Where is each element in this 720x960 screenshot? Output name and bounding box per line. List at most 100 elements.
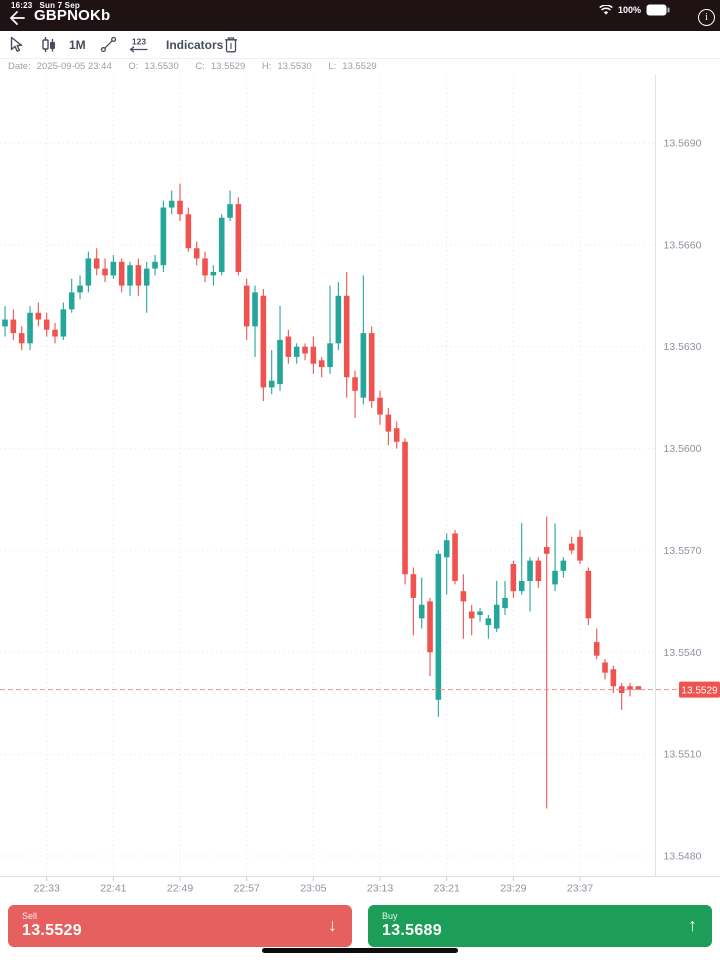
buy-button[interactable]: Buy 13.5689 ↑ — [368, 905, 712, 947]
price-axis-label: 13.5480 — [664, 850, 702, 862]
candle-body — [627, 686, 633, 690]
candle-body — [502, 597, 508, 609]
candle-body — [277, 339, 283, 385]
time-axis-label: 22:41 — [100, 883, 126, 895]
candle-body — [285, 336, 292, 357]
candle-body — [202, 258, 208, 276]
candle-body — [85, 258, 92, 286]
info-date-value: 2025-09-05 23:44 — [36, 61, 112, 72]
candle-body — [402, 441, 408, 575]
candle-body — [77, 285, 83, 293]
current-price-label — [679, 681, 720, 698]
candle-body — [535, 560, 542, 581]
candle-body — [18, 333, 25, 344]
candle-body — [468, 611, 475, 619]
candle-body — [377, 397, 383, 415]
time-axis-label: 23:13 — [367, 883, 393, 895]
wifi-icon — [599, 4, 613, 15]
status-clock: 16:23 Sun 7 Sep — [11, 1, 87, 10]
indicators-button[interactable]: Indicators — [166, 31, 223, 58]
symbol-title: GBPNOKb — [34, 7, 111, 24]
candle-body — [602, 662, 608, 673]
candle-body — [302, 346, 308, 354]
candle-body — [552, 570, 558, 585]
candle-body — [343, 295, 350, 378]
candle-body — [227, 204, 233, 218]
candle-body — [418, 604, 425, 619]
price-axis-label: 13.5570 — [664, 545, 702, 557]
candle-body — [518, 580, 525, 592]
candle-body — [360, 333, 367, 398]
candle-body — [243, 285, 250, 327]
trendline-icon — [100, 36, 117, 53]
candle-body — [327, 343, 333, 368]
candle-body — [593, 642, 600, 656]
trendline-tool-button[interactable] — [100, 31, 117, 58]
candle-body — [435, 553, 442, 700]
candle-body — [427, 601, 433, 653]
timeframe-label: 1M — [69, 37, 86, 52]
home-indicator[interactable] — [262, 948, 458, 953]
candle-body — [543, 547, 550, 554]
trash-icon — [225, 36, 237, 52]
ohlc-info-bar: Date: 2025-09-05 23:44 O: 13.5530 C: 13.552… — [8, 61, 383, 72]
numbers-tool-icon: 123 — [129, 37, 148, 53]
candle-body — [260, 295, 267, 388]
battery-icon — [646, 4, 670, 16]
sell-price: 13.5529 — [22, 922, 82, 939]
time-axis-label: 22:57 — [234, 883, 260, 895]
back-arrow-icon — [10, 11, 25, 25]
header-bar: 16:23 Sun 7 Sep GBPNOKb 100% i — [0, 0, 720, 31]
buy-price: 13.5689 — [382, 922, 442, 939]
candle-body — [335, 295, 342, 344]
current-price-text: 13.5529 — [681, 685, 718, 696]
candle-body — [460, 591, 467, 602]
candle-body — [2, 319, 8, 327]
candle-body — [93, 258, 100, 269]
info-icon[interactable]: i — [698, 9, 715, 26]
candle-body — [293, 346, 300, 357]
candle-body — [210, 272, 217, 276]
svg-text:123: 123 — [132, 37, 146, 47]
candle-body — [185, 214, 192, 249]
status-date: Sun 7 Sep — [39, 1, 80, 10]
candle-body — [235, 204, 242, 273]
timeframe-button[interactable]: 1M — [69, 31, 86, 58]
status-indicators: 100% — [599, 4, 670, 16]
candle-body — [268, 380, 275, 388]
cursor-tool-button[interactable] — [8, 31, 24, 58]
price-axis-label: 13.5630 — [664, 341, 702, 353]
candle-body — [193, 248, 200, 259]
price-scale-tool-button[interactable]: 123 — [128, 31, 150, 58]
sell-label: Sell — [22, 911, 38, 921]
candle-body — [635, 686, 642, 690]
arrow-up-icon: ↑ — [688, 915, 697, 935]
candle-body — [177, 200, 183, 215]
back-button[interactable] — [7, 8, 27, 28]
candle-body — [35, 312, 42, 320]
info-low-label: L: — [328, 61, 337, 72]
candle-body — [527, 560, 533, 581]
candle-body — [493, 604, 500, 629]
candle-body — [577, 536, 583, 561]
candle-body — [143, 268, 150, 286]
info-close-label: C: — [195, 61, 205, 72]
candle-body — [68, 292, 75, 310]
candle-body — [160, 207, 167, 266]
chart-type-button[interactable] — [41, 31, 57, 58]
price-axis-label: 13.5600 — [664, 443, 702, 455]
arrow-down-icon: ↓ — [328, 915, 337, 935]
candle-body — [568, 543, 575, 551]
sell-button[interactable]: Sell 13.5529 ↓ — [8, 905, 352, 947]
delete-objects-button[interactable] — [223, 31, 239, 58]
candlestick-icon — [42, 36, 55, 52]
candle-body — [485, 618, 492, 626]
candle-body — [410, 574, 417, 598]
info-high-value: 13.5530 — [277, 61, 312, 72]
candle-body — [385, 414, 392, 432]
info-low-value: 13.5529 — [342, 61, 377, 72]
candle-body — [10, 319, 17, 334]
